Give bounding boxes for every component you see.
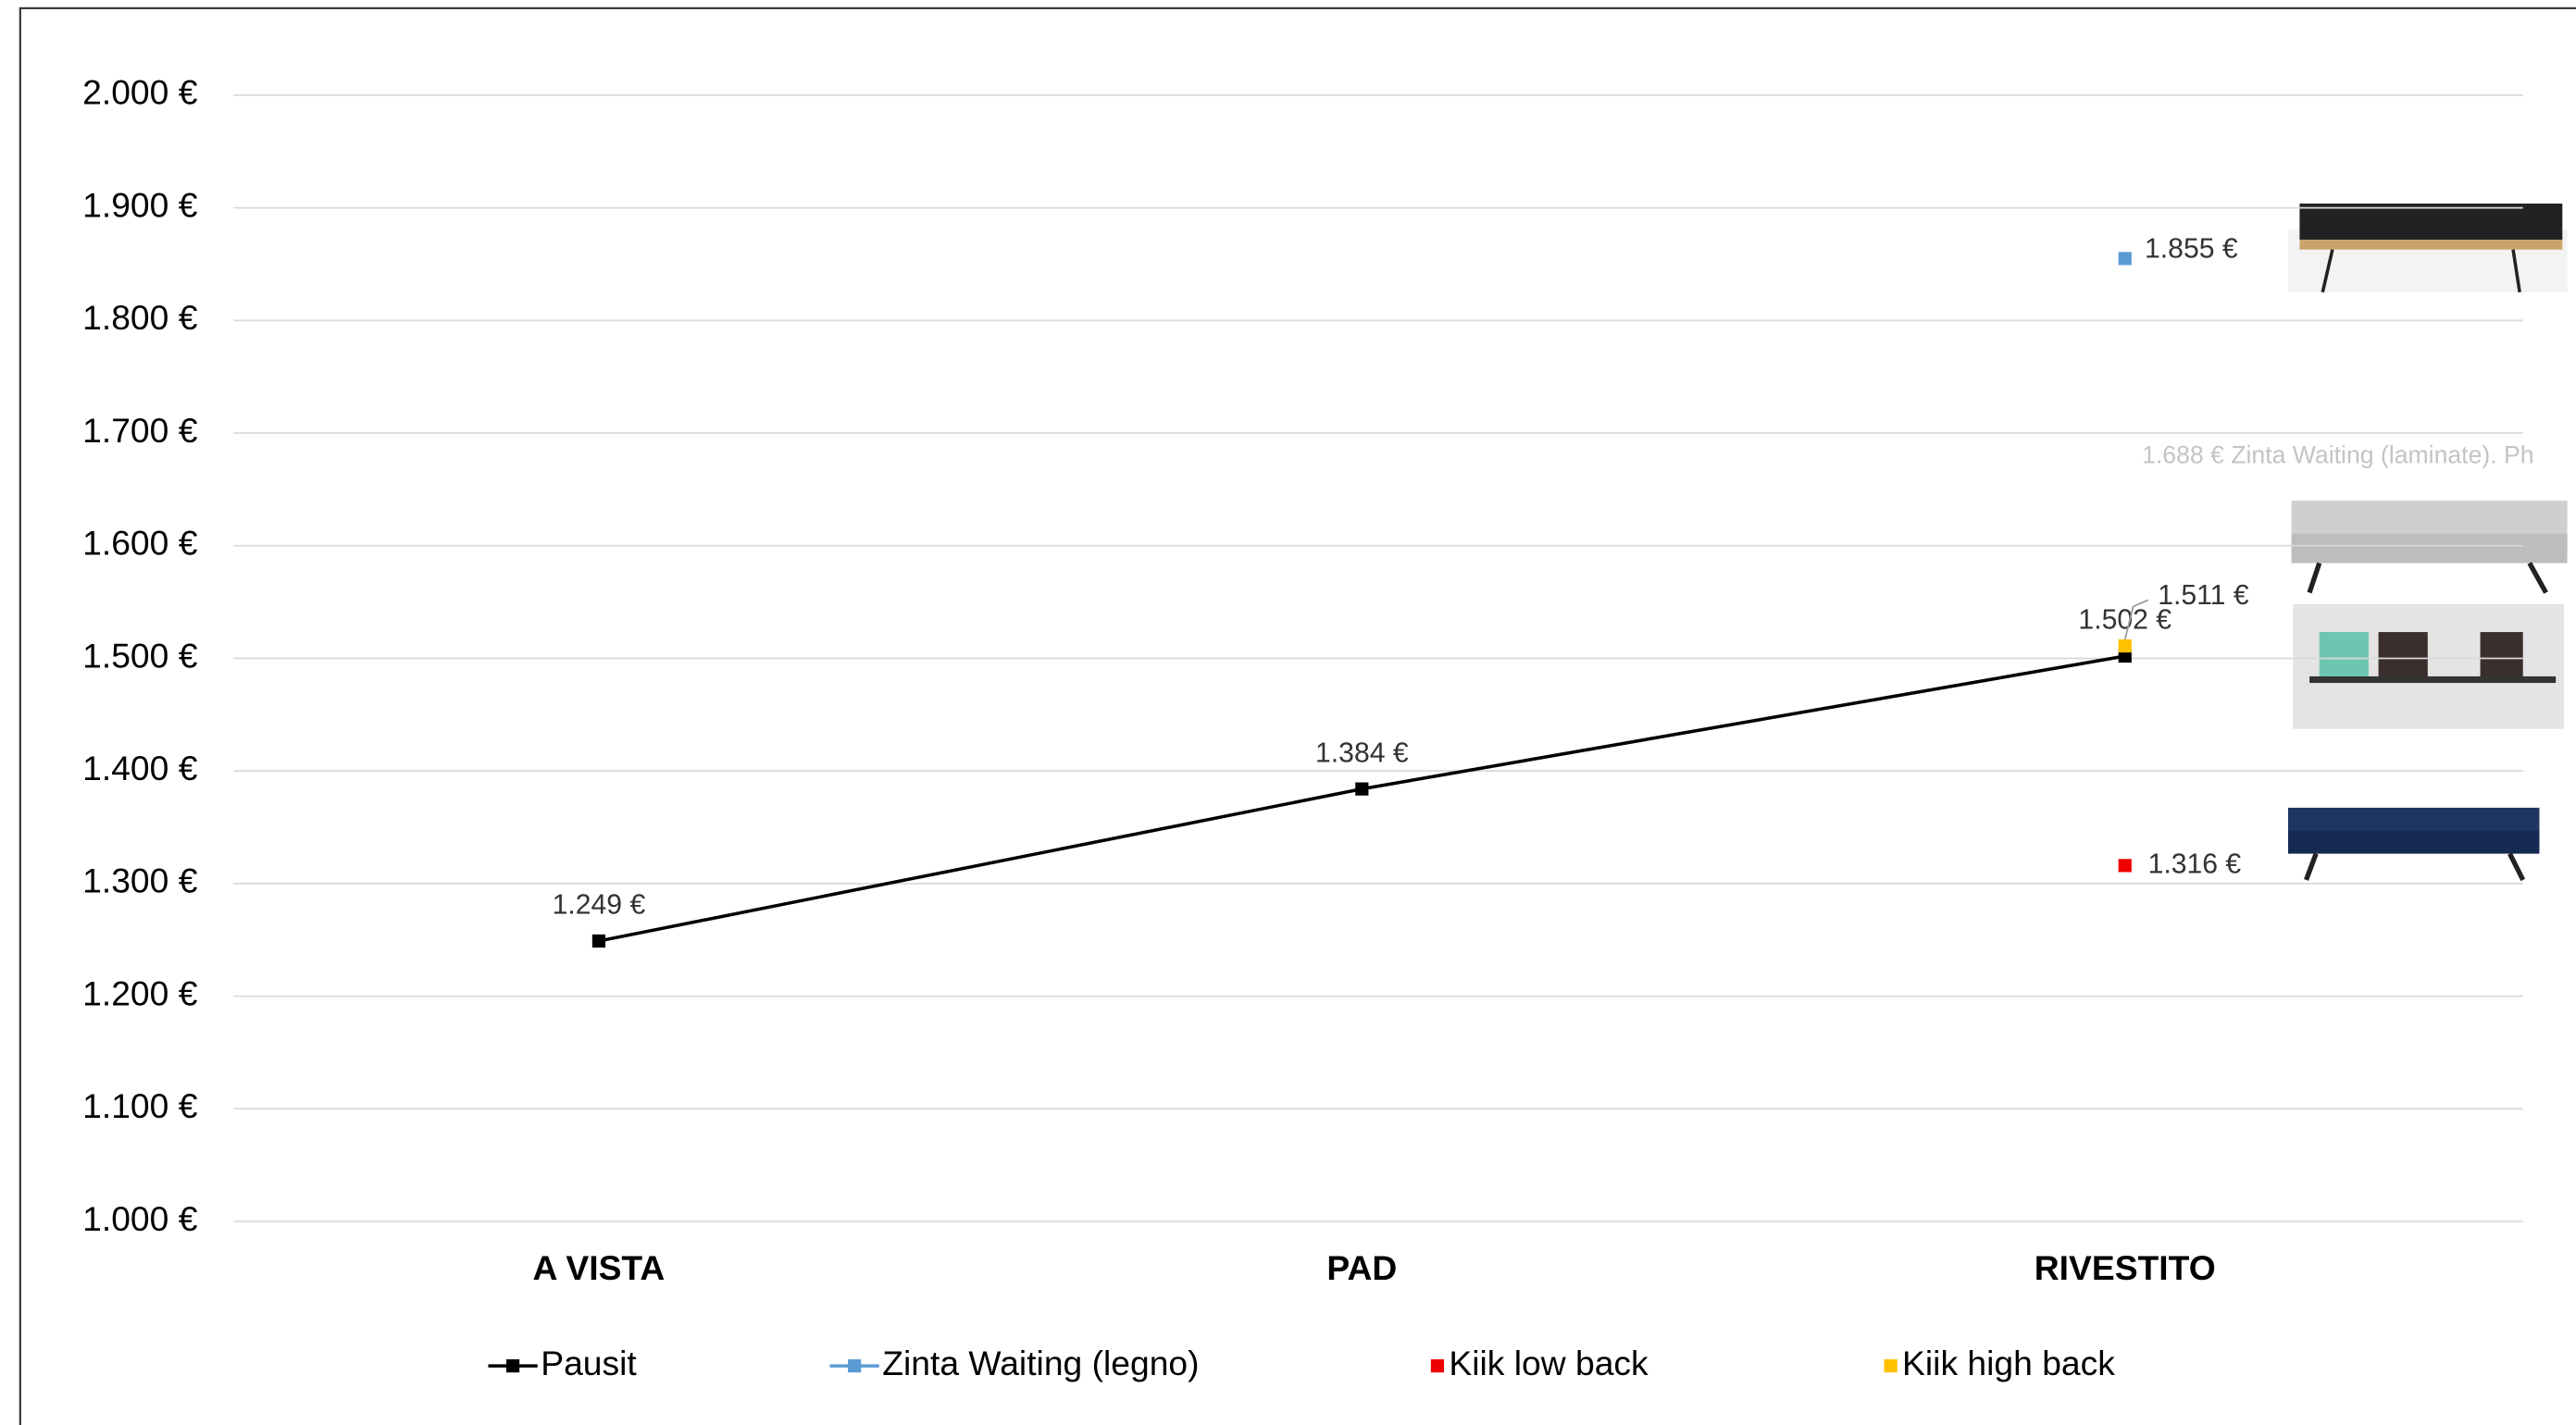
data-label: 1.502 € bbox=[2078, 605, 2172, 636]
data-point bbox=[591, 934, 606, 948]
product-image bbox=[2291, 501, 2568, 594]
legend-label: Pausit bbox=[541, 1344, 637, 1382]
y-tick-label: 1.100 € bbox=[82, 1086, 198, 1125]
legend-label: Kiik high back bbox=[1902, 1344, 2115, 1382]
data-label: 1.511 € bbox=[2158, 580, 2249, 611]
data-point bbox=[2118, 252, 2132, 266]
y-tick-label: 1.600 € bbox=[82, 524, 198, 563]
annotation: 1.688 € Zinta Waiting (laminate). Ph bbox=[2142, 440, 2534, 468]
data-label: 1.249 € bbox=[553, 890, 646, 921]
y-tick-label: 1.900 € bbox=[82, 185, 198, 224]
y-tick-label: 1.000 € bbox=[82, 1199, 198, 1238]
data-point bbox=[2118, 638, 2132, 653]
legend-marker bbox=[1430, 1359, 1445, 1373]
y-tick-label: 2.000 € bbox=[82, 73, 198, 112]
data-point bbox=[2118, 649, 2132, 663]
legend-marker bbox=[1884, 1359, 1898, 1373]
leader-line bbox=[2123, 599, 2148, 640]
data-label: 1.384 € bbox=[1315, 737, 1409, 768]
legend-label: Zinta Waiting (legno) bbox=[882, 1344, 1199, 1382]
x-tick-label: PAD bbox=[1326, 1248, 1397, 1287]
y-tick-label: 1.500 € bbox=[82, 636, 198, 675]
legend-marker bbox=[848, 1359, 862, 1373]
data-label: 1.316 € bbox=[2148, 849, 2242, 879]
legend-label: Kiik low back bbox=[1449, 1344, 1649, 1382]
data-label: 1.855 € bbox=[2145, 233, 2238, 264]
y-tick-label: 1.700 € bbox=[82, 411, 198, 450]
product-image bbox=[2287, 204, 2568, 293]
y-tick-label: 1.300 € bbox=[82, 861, 198, 900]
product-image bbox=[2293, 603, 2565, 729]
x-tick-label: RIVESTITO bbox=[2035, 1248, 2216, 1287]
y-tick-label: 1.200 € bbox=[82, 973, 198, 1012]
x-tick-label: A VISTA bbox=[533, 1248, 666, 1287]
product-image bbox=[2287, 807, 2540, 882]
y-tick-label: 1.800 € bbox=[82, 298, 198, 337]
legend-marker bbox=[505, 1359, 520, 1373]
frame bbox=[19, 6, 2576, 1425]
data-point bbox=[2118, 859, 2132, 873]
data-point bbox=[1355, 782, 1369, 796]
y-tick-label: 1.400 € bbox=[82, 749, 198, 787]
